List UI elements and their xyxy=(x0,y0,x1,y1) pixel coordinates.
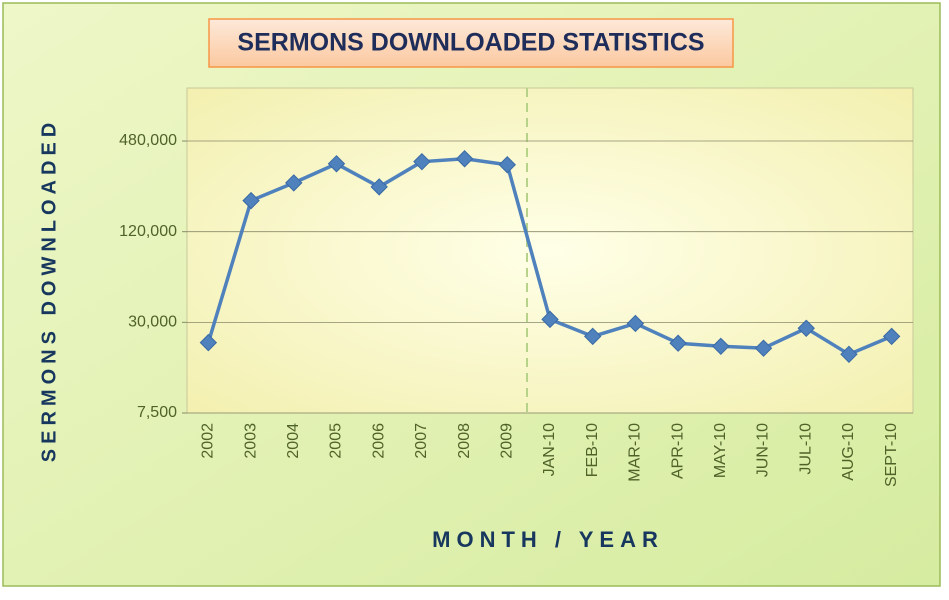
x-tick-label: 2005 xyxy=(328,423,345,459)
data-point xyxy=(498,156,517,174)
x-tick-label: 2006 xyxy=(370,423,387,459)
data-point xyxy=(370,178,388,196)
y-tick-label: 120,000 xyxy=(119,223,177,240)
data-point xyxy=(840,345,858,364)
data-point xyxy=(754,339,773,357)
data-point xyxy=(285,174,303,192)
y-tick-label: 7,500 xyxy=(137,404,177,421)
y-axis-title: SERMONS DOWNLOADED xyxy=(38,118,60,462)
data-point xyxy=(455,150,474,168)
x-tick-label: 2003 xyxy=(242,423,259,459)
x-tick-label: FEB-10 xyxy=(584,423,601,477)
x-tick-label: SEPT-10 xyxy=(883,423,900,487)
y-tick-label: 30,000 xyxy=(128,314,177,331)
chart-title: SERMONS DOWNLOADED STATISTICS xyxy=(237,29,704,57)
x-tick-label: 2004 xyxy=(285,423,302,459)
plot-area xyxy=(186,87,914,414)
x-tick-label: MAR-10 xyxy=(627,423,644,482)
x-tick-label: 2002 xyxy=(200,423,217,459)
x-tick-label: JUN-10 xyxy=(755,423,772,477)
data-point xyxy=(199,333,218,352)
x-tick-label: JAN-10 xyxy=(541,423,558,476)
data-point xyxy=(797,319,815,337)
x-tick-label: JUL-10 xyxy=(797,423,814,475)
data-point xyxy=(882,327,901,346)
data-point xyxy=(626,314,645,333)
x-axis-title: MONTH / YEAR xyxy=(432,527,664,552)
x-tick-label: 2008 xyxy=(456,423,473,459)
x-tick-label: AUG-10 xyxy=(840,423,857,481)
data-point xyxy=(413,152,431,171)
data-point xyxy=(669,334,687,352)
x-tick-label: APR-10 xyxy=(669,423,686,479)
data-point xyxy=(242,191,260,210)
data-point xyxy=(541,310,559,329)
data-point xyxy=(712,337,730,356)
x-tick-label: MAY-10 xyxy=(712,423,729,478)
title-box xyxy=(208,18,734,68)
data-point xyxy=(327,155,346,173)
data-point xyxy=(583,327,602,346)
y-tick-label: 480,000 xyxy=(119,132,177,149)
x-tick-label: 2007 xyxy=(413,423,430,459)
x-tick-label: 2009 xyxy=(499,423,516,459)
